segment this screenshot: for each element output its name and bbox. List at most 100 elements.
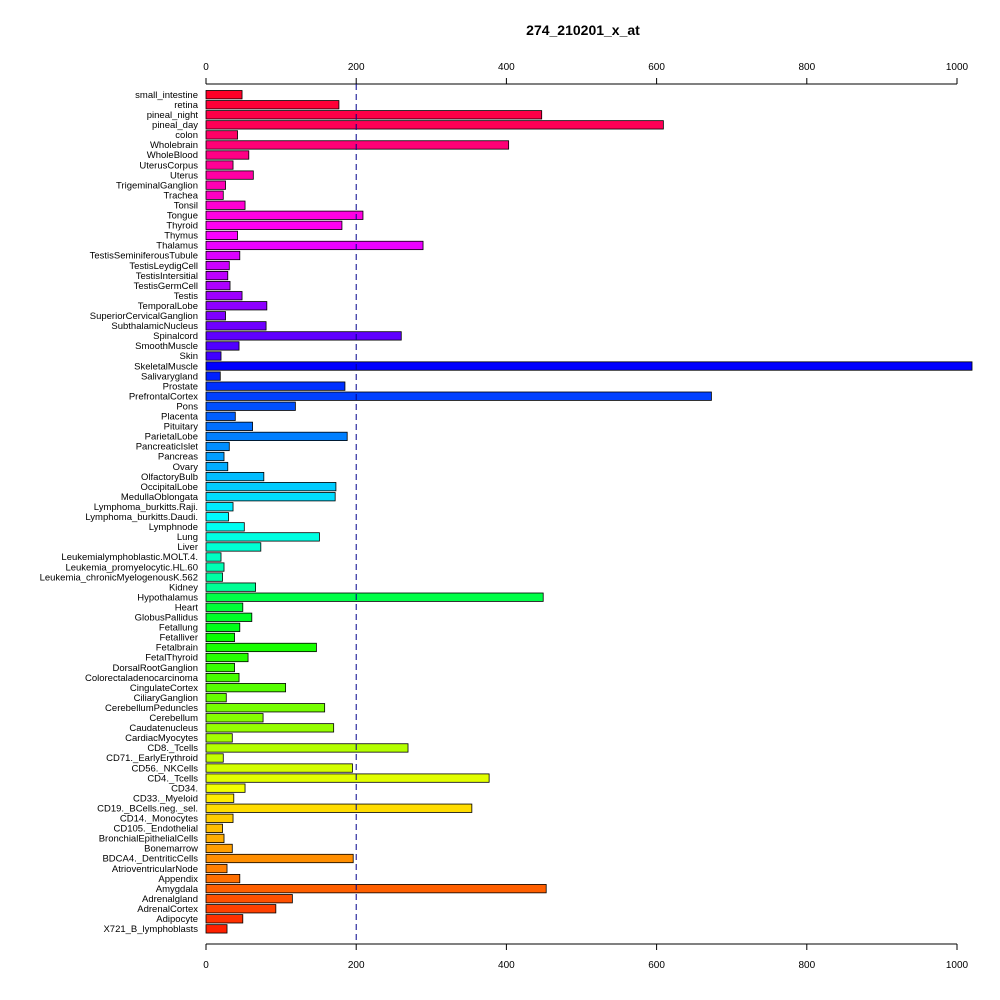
bar-Testis	[205, 291, 243, 301]
category-label: CD33._Myeloid	[133, 793, 198, 804]
bar-FetalThyroid	[205, 652, 249, 663]
category-label: pineal_night	[147, 110, 199, 121]
category-label: CD56._NKCells	[131, 763, 198, 774]
bar-CingulateCortex	[205, 683, 287, 693]
category-label: PrefrontalCortex	[129, 391, 198, 402]
bar-ParietalLobe	[205, 431, 348, 442]
category-label: Thyroid	[166, 221, 198, 232]
bar-SkeletalMuscle	[205, 361, 973, 371]
bar-retina	[205, 100, 340, 110]
category-label: Heart	[175, 602, 199, 613]
bar-Thymus	[205, 230, 238, 240]
category-label: Pituitary	[164, 422, 199, 433]
tick-label: 200	[348, 960, 365, 971]
bar-TestisLeydigCell	[205, 260, 230, 271]
bars-group	[205, 90, 973, 934]
tick-label: 1000	[946, 960, 969, 971]
tick-label: 200	[348, 62, 365, 73]
bar-CD4._Tcells	[205, 773, 490, 783]
category-label: pineal_day	[152, 120, 198, 131]
tick-label: 0	[203, 960, 209, 971]
category-label: WholeBlood	[147, 150, 198, 161]
bar-TestisIntersitial	[205, 270, 229, 281]
bar-UterusCorpus	[205, 160, 234, 170]
category-label: Caudatenucleus	[129, 723, 198, 734]
bar-Wholebrain	[205, 140, 510, 150]
category-label: Fetallung	[159, 623, 198, 634]
category-label: TestisLeydigCell	[129, 261, 198, 272]
bar-Uterus	[205, 170, 254, 180]
bar-Thalamus	[205, 240, 424, 251]
category-label: SubthalamicNucleus	[111, 321, 198, 332]
chart-title: 274_210201_x_at	[526, 22, 640, 38]
tick-label: 800	[798, 960, 815, 971]
bar-Liver	[205, 542, 262, 552]
tick-label: 600	[648, 62, 665, 73]
category-label: Fetalbrain	[156, 643, 198, 654]
category-label: Pons	[176, 401, 198, 412]
category-label: Spinalcord	[153, 331, 198, 342]
category-label: UterusCorpus	[139, 160, 198, 171]
bar-colon	[205, 130, 238, 140]
bar-pineal_day	[205, 120, 664, 130]
category-labels-group: small_intestineretinapineal_nightpineal_…	[40, 90, 199, 935]
bar-Fetalliver	[205, 632, 235, 643]
category-label: Uterus	[170, 170, 198, 181]
bar-BDCA4._DentriticCells	[205, 853, 354, 864]
bar-TemporalLobe	[205, 301, 268, 311]
category-label: Trachea	[164, 190, 199, 201]
category-label: AtrioventricularNode	[112, 864, 198, 875]
bar-Lymphnode	[205, 522, 245, 532]
category-label: TestisIntersitial	[136, 271, 198, 282]
category-label: Lymphoma_burkitts.Raji.	[94, 502, 198, 513]
bar-TestisGermCell	[205, 281, 231, 291]
bar-CD105._Endothelial	[205, 823, 223, 833]
bar-MedullaOblongata	[205, 492, 336, 502]
bar-AtrioventricularNode	[205, 863, 228, 874]
category-label: Cerebellum	[149, 713, 198, 724]
category-label: SmoothMuscle	[135, 341, 198, 352]
category-label: CerebellumPeduncles	[105, 703, 198, 714]
category-label: TestisGermCell	[134, 281, 198, 292]
bar-CD19._BCells.neg._sel.	[205, 803, 473, 813]
category-label: TrigeminalGanglion	[116, 180, 198, 191]
bar-Pons	[205, 401, 296, 411]
bar-Leukemialymphoblastic.MOLT.4.	[205, 552, 222, 562]
category-label: CD19._BCells.neg._sel.	[97, 803, 198, 814]
bar-TestisSeminiferousTubule	[205, 250, 241, 261]
category-label: Adipocyte	[156, 914, 198, 925]
bar-Pancreas	[205, 451, 225, 462]
bar-Heart	[205, 602, 244, 612]
category-label: Colorectaladenocarcinoma	[85, 673, 199, 684]
category-label: Adrenalgland	[142, 894, 198, 905]
tick-label: 400	[498, 62, 515, 73]
category-label: BDCA4._DentriticCells	[102, 854, 198, 865]
bar-Leukemia_chronicMyelogenousK.562	[205, 572, 223, 582]
category-label: CD105._Endothelial	[113, 824, 198, 835]
category-label: DorsalRootGanglion	[112, 663, 198, 674]
category-label: Thalamus	[156, 241, 198, 252]
category-label: Leukemia_chronicMyelogenousK.562	[40, 572, 198, 583]
bar-Tonsil	[205, 200, 246, 210]
category-label: AdrenalCortex	[137, 904, 198, 915]
bar-PrefrontalCortex	[205, 391, 712, 401]
bar-Appendix	[205, 874, 241, 884]
category-label: CD34.	[171, 783, 198, 794]
category-label: Amygdala	[156, 884, 199, 895]
bar-Thyroid	[205, 220, 343, 230]
category-label: X721_B_lymphoblasts	[103, 924, 198, 935]
category-label: small_intestine	[135, 90, 198, 101]
category-label: Wholebrain	[150, 140, 198, 151]
bar-X721_B_lymphoblasts	[205, 924, 228, 934]
category-label: Appendix	[158, 874, 198, 885]
category-label: CD71._EarlyErythroid	[106, 753, 198, 764]
category-label: Fetalliver	[159, 633, 198, 644]
bar-WholeBlood	[205, 150, 250, 160]
bar-Caudatenucleus	[205, 723, 335, 733]
bar-Lymphoma_burkitts.Raji.	[205, 502, 234, 512]
category-label: Lung	[177, 532, 198, 543]
bar-CerebellumPeduncles	[205, 703, 326, 713]
bar-CD8._Tcells	[205, 743, 409, 753]
bar-Fetalbrain	[205, 642, 317, 653]
category-label: BronchialEpithelialCells	[99, 834, 199, 845]
